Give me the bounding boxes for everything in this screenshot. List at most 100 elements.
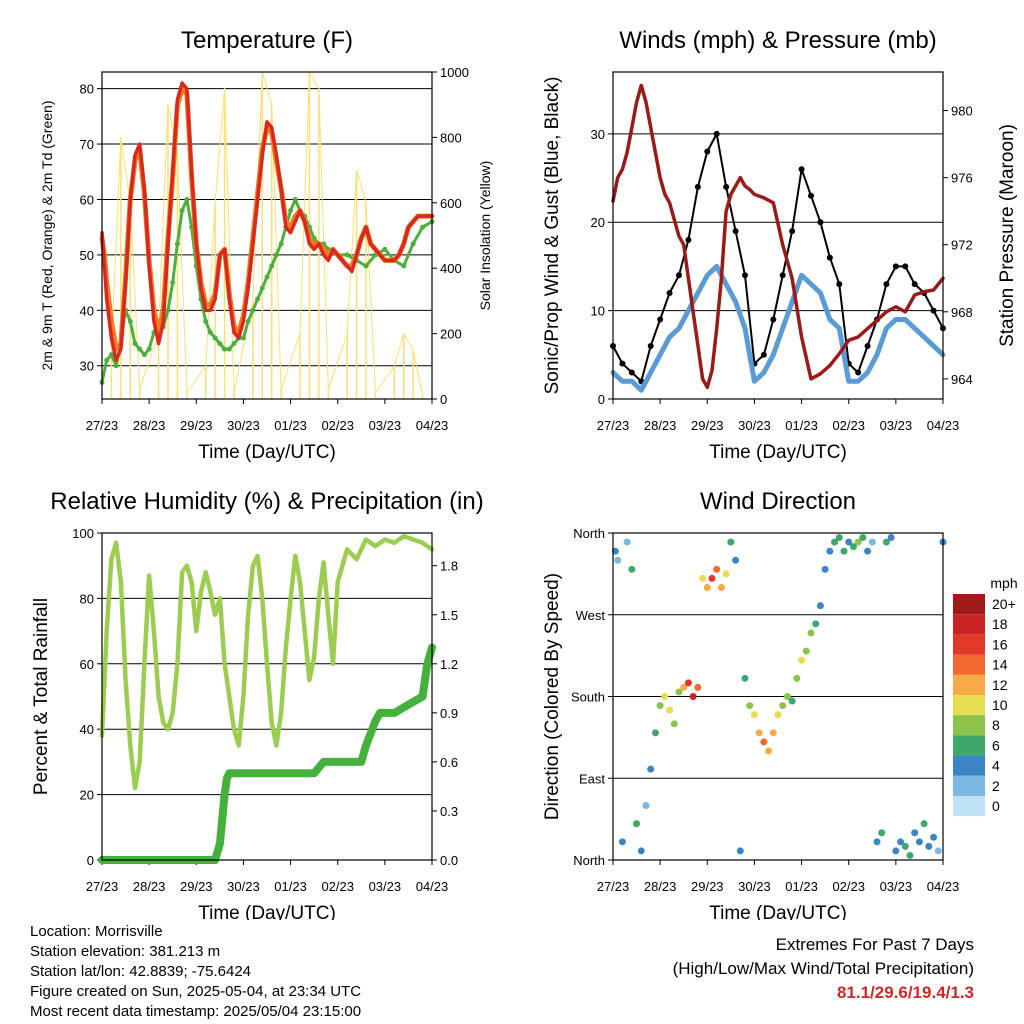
td-point [104,357,110,363]
plot-frame [101,71,433,400]
direction-point [925,842,933,850]
direction-point [845,538,853,546]
td-point [184,196,190,202]
y-tick-label: West [576,608,606,623]
gust-point [798,166,805,173]
y-right-tick-label: 400 [440,261,462,276]
direction-point [930,833,938,841]
direction-point [647,765,655,773]
station-info: Location: Morrisville Station elevation:… [30,922,361,1022]
legend-title: mph [990,575,1017,591]
direction-point [666,706,674,714]
direction-point [906,851,914,859]
direction-point [802,647,810,655]
y-tick-label: 50 [80,248,94,263]
direction-point [741,674,749,682]
y-tick-label: 30 [591,127,605,142]
y-right-tick-label: 0.6 [440,755,458,770]
direction-point [713,565,721,573]
legend-label: 10 [992,697,1008,713]
y-right-tick-label: 1000 [440,65,469,80]
direction-point [849,543,857,551]
td-point [410,241,416,247]
td-point [170,280,176,286]
y-right-tick-label: 1.8 [440,559,458,574]
x-axis-label: Time (Day/UTC) [709,442,847,463]
direction-point [642,802,650,809]
direction-point [769,729,777,737]
legend-swatch [953,755,985,776]
y-tick-label: 10 [591,304,605,319]
direction-point [727,538,735,546]
direction-point [892,847,900,855]
y-axis-label: 2m & 9m T (Red, Orange) & 2m Td (Green) [39,101,55,371]
y-right-tick-label: 972 [951,238,973,253]
x-tick-label: 30/23 [738,879,771,894]
direction-point [670,720,678,728]
td-point [207,329,213,335]
direction-point [812,620,820,628]
td-point [292,196,298,202]
direction-point [831,538,839,546]
y-right-tick-label: 1.2 [440,657,458,672]
td-point [141,352,147,358]
data-timestamp: Most recent data timestamp: 2025/05/04 2… [30,1003,362,1020]
y-right-tick-label: 1.5 [440,608,458,623]
x-tick-label: 03/23 [880,879,913,894]
x-tick-label: 27/23 [86,418,119,433]
chart-title: Relative Humidity (%) & Precipitation (i… [50,488,483,515]
x-tick-label: 01/23 [785,418,818,433]
y-tick-label: 60 [80,657,94,672]
direction-point [717,584,725,591]
direction-point [755,729,763,737]
x-axis-label: Time (Day/UTC) [709,903,847,920]
td-point [264,274,270,280]
direction-point [651,729,659,737]
x-tick-label: 02/23 [832,418,865,433]
gust-point [723,183,730,190]
x-tick-label: 02/23 [321,418,354,433]
legend-swatch [953,775,985,796]
td-point [108,352,114,358]
x-tick-label: 29/23 [691,418,724,433]
y-right-tick-label: 976 [951,171,973,186]
panel-3: Relative Humidity (%) & Precipitation (i… [31,488,484,920]
direction-point [911,829,919,837]
gust-point [742,272,748,279]
gust-point [826,254,833,261]
extremes-title: Extremes For Past 7 Days [775,935,974,954]
td-point [250,307,256,313]
station-latlon: Station lat/lon: 42.8839; -75.6424 [30,963,252,980]
y-tick-label: 40 [80,303,94,318]
legend-label: 18 [992,616,1008,632]
x-tick-label: 29/23 [180,418,213,433]
chart-title: Temperature (F) [181,27,353,54]
td-point [217,341,223,347]
y-tick-label: 30 [80,359,94,374]
td-point [127,318,133,324]
direction-point [864,547,872,555]
y-tick-label: North [573,526,605,541]
series-2m-t [100,81,434,362]
x-tick-label: 01/23 [274,418,307,433]
x-tick-label: 04/23 [416,879,449,894]
gust-point [892,263,899,270]
direction-point [793,674,801,682]
series-wind [610,263,946,393]
legend-label: 0 [992,798,1000,814]
direction-point [680,683,688,691]
legend-label: 4 [992,758,1000,774]
y-tick-label: 60 [80,192,94,207]
speed-legend: mph 20+ 18 16 14 12 10 8 6 4 2 0 [953,575,1018,817]
gust-point [685,236,692,243]
extremes-values: 81.1/29.6/19.4/1.3 [836,983,974,1002]
gust-point [760,351,767,358]
direction-point [882,538,890,546]
direction-point [656,702,664,710]
y-right-tick-label: 980 [951,104,973,119]
direction-point [868,538,876,546]
x-tick-label: 04/23 [927,418,960,433]
direction-point [854,538,862,546]
x-tick-label: 04/23 [927,879,960,894]
direction-point [934,847,942,855]
